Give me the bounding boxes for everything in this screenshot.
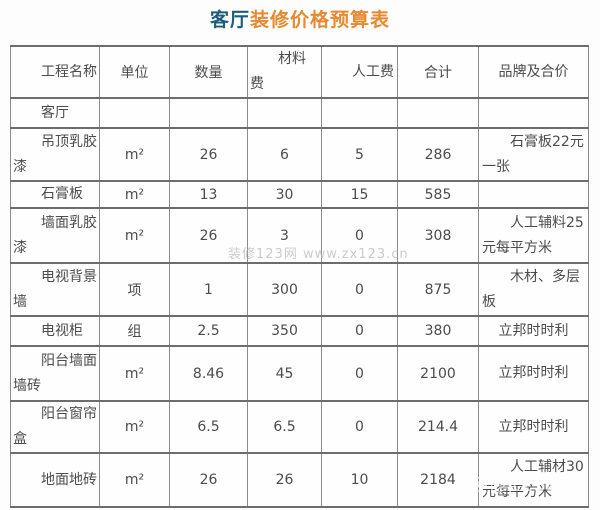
unit-cell: m² — [99, 345, 170, 401]
labor-cost-cell: 10 — [321, 452, 398, 508]
project-name-cell: 地面地砖 — [10, 452, 100, 508]
brand-cell — [478, 97, 589, 128]
brand-cell: 立邦时时利 — [478, 400, 589, 453]
material-cost-cell: 300 — [247, 262, 322, 316]
header-material-cost: 材料费 — [247, 45, 322, 98]
header-brand: 品牌及合价 — [478, 45, 589, 98]
header-unit: 单位 — [99, 45, 170, 98]
labor-cost-cell: 0 — [321, 345, 398, 401]
quantity-cell: 13 — [169, 180, 248, 208]
quantity-cell: 8.46 — [169, 345, 248, 401]
total-cell — [397, 97, 479, 128]
brand-cell: 立邦时时利 — [478, 345, 589, 401]
total-cell: 286 — [397, 127, 479, 181]
unit-cell: m² — [99, 180, 170, 208]
table-row-gypsum-board: 石膏板 m² 13 30 15 585 — [10, 180, 589, 208]
material-cost-cell: 45 — [247, 345, 322, 401]
total-cell: 214.4 — [397, 400, 479, 453]
total-cell: 585 — [397, 180, 479, 208]
project-name-cell: 阳台墙面墙砖 — [10, 345, 100, 401]
unit-cell — [99, 97, 170, 128]
unit-cell: m² — [99, 400, 170, 453]
quantity-cell: 26 — [169, 127, 248, 181]
brand-cell: 人工辅料25元每平方米 — [478, 207, 589, 263]
table-row-living-room: 客厅 — [10, 97, 589, 128]
labor-cost-cell: 0 — [321, 315, 398, 346]
quantity-cell: 2.5 — [169, 315, 248, 346]
project-name-cell: 客厅 — [10, 97, 100, 128]
material-cost-cell: 26 — [247, 452, 322, 508]
table-row-ceiling-latex-paint: 吊顶乳胶漆 m² 26 6 5 286 石膏板22元一张 — [10, 127, 589, 181]
unit-cell: 项 — [99, 262, 170, 316]
table-row-tv-background-wall: 电视背景墙 项 1 300 0 875 木材、多层板 — [10, 262, 589, 316]
quantity-cell: 26 — [169, 207, 248, 263]
material-cost-cell: 6.5 — [247, 400, 322, 453]
brand-cell: 立邦时时利 — [478, 315, 589, 346]
unit-cell: m² — [99, 452, 170, 508]
table-row-wall-latex-paint: 墙面乳胶漆 m² 26 3 0 308 人工辅料25元每平方米 — [10, 207, 589, 263]
unit-cell: 组 — [99, 315, 170, 346]
labor-cost-cell: 0 — [321, 207, 398, 263]
project-name-cell: 吊顶乳胶漆 — [10, 127, 100, 181]
project-name-cell: 墙面乳胶漆 — [10, 207, 100, 263]
page-title: 客厅装修价格预算表 — [0, 5, 600, 32]
header-total: 合计 — [397, 45, 479, 98]
budget-table: 工程名称 单位 数量 材料费 人工费 合计 品牌及合价 客厅 吊顶乳胶漆 m² — [10, 45, 589, 508]
labor-cost-cell: 5 — [321, 127, 398, 181]
material-cost-cell: 6 — [247, 127, 322, 181]
total-cell: 2184 — [397, 452, 479, 508]
labor-cost-cell: 15 — [321, 180, 398, 208]
material-cost-cell: 30 — [247, 180, 322, 208]
header-project-name: 工程名称 — [10, 45, 100, 98]
material-cost-cell — [247, 97, 322, 128]
page-title-living-room: 客厅 — [209, 9, 250, 31]
unit-cell: m² — [99, 207, 170, 263]
project-name-cell: 阳台窗帘盒 — [10, 400, 100, 453]
table-row-tv-cabinet: 电视柜 组 2.5 350 0 380 立邦时时利 — [10, 315, 589, 346]
unit-cell: m² — [99, 127, 170, 181]
total-cell: 875 — [397, 262, 479, 316]
brand-cell: 木材、多层板 — [478, 262, 589, 316]
project-name-cell: 电视柜 — [10, 315, 100, 346]
total-cell: 2100 — [397, 345, 479, 401]
labor-cost-cell: 0 — [321, 262, 398, 316]
quantity-cell: 1 — [169, 262, 248, 316]
project-name-cell: 石膏板 — [10, 180, 100, 208]
quantity-cell — [169, 97, 248, 128]
material-cost-cell: 3 — [247, 207, 322, 263]
labor-cost-cell — [321, 97, 398, 128]
project-name-cell: 电视背景墙 — [10, 262, 100, 316]
header-row: 工程名称 单位 数量 材料费 人工费 合计 品牌及合价 — [10, 45, 589, 98]
header-quantity: 数量 — [169, 45, 248, 98]
brand-cell: 人工辅材30元每平方米 — [478, 452, 589, 508]
total-cell: 308 — [397, 207, 479, 263]
labor-cost-cell: 0 — [321, 400, 398, 453]
quantity-cell: 26 — [169, 452, 248, 508]
brand-cell: 石膏板22元一张 — [478, 127, 589, 181]
quantity-cell: 6.5 — [169, 400, 248, 453]
material-cost-cell: 350 — [247, 315, 322, 346]
total-cell: 380 — [397, 315, 479, 346]
table-row-balcony-wall-tiles: 阳台墙面墙砖 m² 8.46 45 0 2100 立邦时时利 — [10, 345, 589, 401]
table-row-floor-tiles: 地面地砖 m² 26 26 10 2184 人工辅材30元每平方米 — [10, 452, 589, 508]
page-title-budget: 装修价格预算表 — [250, 9, 391, 31]
brand-cell — [478, 180, 589, 208]
header-labor-cost: 人工费 — [321, 45, 398, 98]
table-row-balcony-curtain-box: 阳台窗帘盒 m² 6.5 6.5 0 214.4 立邦时时利 — [10, 400, 589, 453]
